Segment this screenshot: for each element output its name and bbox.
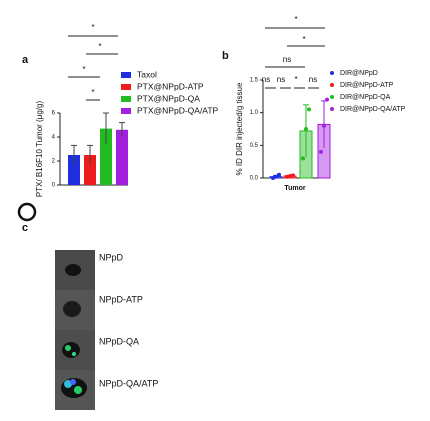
image-label: NPpD-ATP [99, 294, 143, 304]
y-tick-label: 2 [52, 159, 56, 165]
data-point [277, 172, 281, 177]
significance-label: * [302, 35, 305, 44]
legend-label: Taxol [137, 69, 157, 79]
data-point [285, 174, 289, 179]
bar [116, 129, 128, 185]
significance-label: ns [309, 75, 317, 84]
data-point [291, 173, 295, 178]
y-tick-label: 1.5 [250, 78, 259, 84]
fluorescence [70, 379, 76, 385]
legend-label: DIR@NPpD-ATP [340, 82, 394, 89]
data-point [325, 97, 329, 102]
legend-swatch [121, 96, 131, 102]
legend-swatch [121, 72, 131, 78]
icon [17, 202, 37, 222]
legend-label: DIR@NPpD [340, 70, 378, 77]
data-point [271, 176, 275, 180]
y-tick-label: 4 [52, 135, 56, 141]
legend-label: PTX@NPpD-QA [137, 93, 200, 103]
y-tick-label: 0.5 [250, 143, 259, 149]
image-label: NPpD-QA [99, 336, 139, 346]
legend-label: PTX@NPpD-ATP [137, 81, 204, 91]
image-label: NPpD-QA/ATP [99, 378, 158, 388]
significance-label: ns [283, 55, 291, 64]
cell [62, 342, 80, 358]
y-tick-label: 0.0 [250, 176, 259, 182]
bar [68, 155, 80, 185]
significance-label: * [98, 42, 101, 51]
data-point [301, 156, 305, 161]
cell [63, 301, 81, 317]
legend-swatch [121, 84, 131, 90]
data-point [322, 123, 326, 128]
data-point [274, 174, 278, 179]
x-tick-label: Tumor [284, 185, 306, 192]
significance-label: * [294, 15, 297, 24]
panel-label: b [222, 50, 229, 62]
bar [100, 128, 112, 185]
data-point [304, 127, 308, 131]
significance-label: * [91, 23, 94, 32]
data-point [288, 174, 292, 179]
bar [84, 155, 96, 185]
significance-label: * [82, 65, 85, 74]
legend-label: PTX@NPpD-QA/ATP [137, 105, 219, 115]
data-point [319, 149, 323, 154]
y-axis-label: PTX/ B16F10 Tumor (μg/g) [35, 101, 44, 198]
significance-label: * [294, 75, 297, 84]
legend-swatch [330, 107, 334, 111]
y-tick-label: 0 [52, 183, 56, 189]
legend-label: DIR@NPpD-QA [340, 94, 391, 101]
fluorescence [72, 352, 76, 356]
panel-label: a [22, 54, 29, 66]
legend-swatch [330, 71, 334, 75]
significance-label: ns [277, 75, 285, 84]
y-tick-label: 6 [52, 111, 56, 117]
legend-swatch [330, 83, 334, 87]
fluorescence [65, 345, 71, 351]
image-label: NPpD [99, 252, 124, 262]
y-tick-label: 1.0 [250, 110, 259, 116]
legend-swatch [330, 95, 334, 99]
legend-swatch [121, 108, 131, 114]
y-axis-label: % ID DIR injected/g tissue [235, 82, 244, 175]
significance-label: ns [262, 75, 270, 84]
panel-label: c [22, 222, 28, 234]
significance-label: * [91, 88, 94, 97]
data-point [307, 107, 311, 112]
legend-label: DIR@NPpD-QA/ATP [340, 106, 406, 113]
cell [65, 264, 81, 276]
fluorescence [74, 386, 82, 394]
